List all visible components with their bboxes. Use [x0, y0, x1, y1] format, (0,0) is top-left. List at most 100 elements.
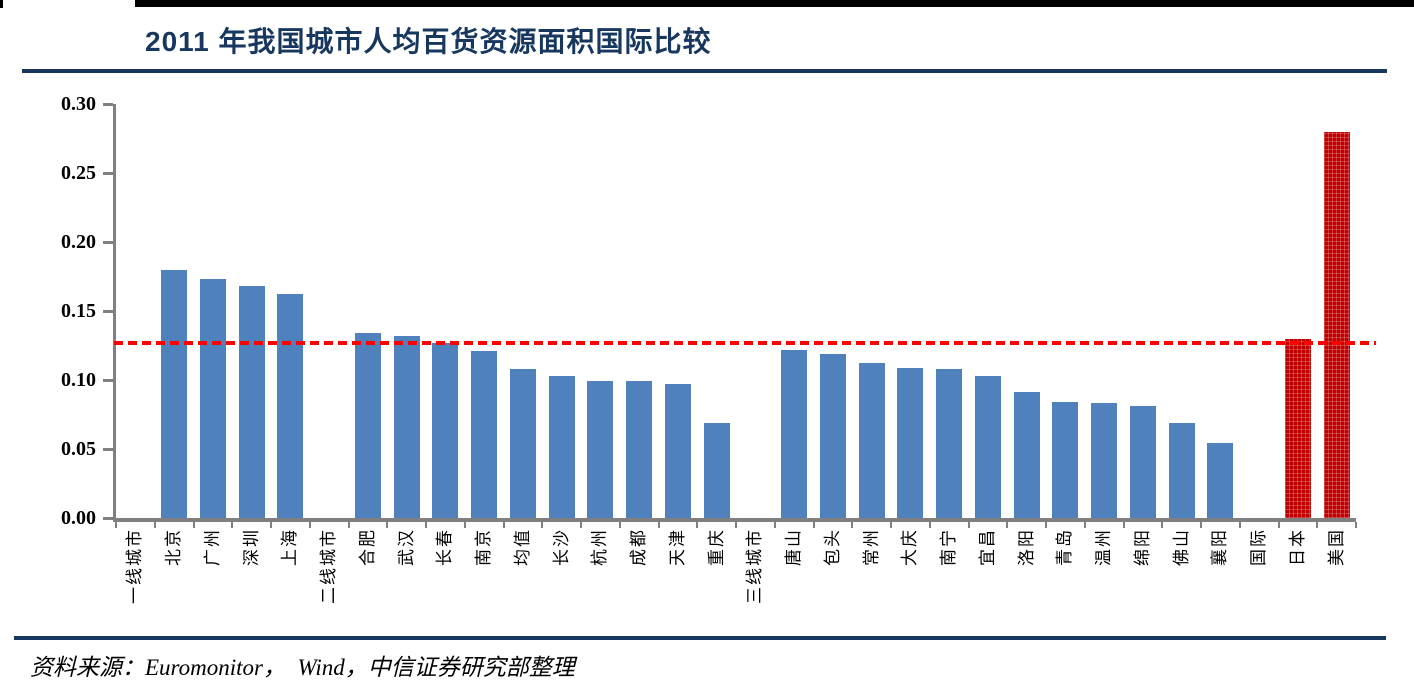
x-label-22-宜昌: 宜昌 [978, 528, 1017, 566]
x-tick-mark [928, 522, 931, 528]
y-tick-mark [103, 517, 113, 520]
x-tick-mark [192, 522, 195, 528]
x-tick-mark [425, 522, 427, 528]
x-tick-mark [657, 522, 660, 528]
x-label-11-长沙: 长沙 [552, 528, 591, 566]
bar-19-常州 [858, 363, 885, 518]
x-tick-mark [1045, 522, 1047, 528]
x-tick-mark [890, 522, 892, 528]
y-tick-label-0.00: 0.00 [61, 507, 96, 529]
bar-10-均值 [509, 368, 536, 518]
x-label-text: 绵阳 [1132, 528, 1152, 566]
bar-9-南京 [471, 351, 498, 518]
x-tick-mark [580, 522, 582, 528]
x-label-8-长春: 长春 [435, 528, 474, 566]
x-tick-mark [1006, 522, 1009, 528]
bar-7-武汉 [393, 335, 420, 518]
x-label-text: 宜昌 [977, 528, 997, 566]
screen-edge-artifact [0, 0, 3, 8]
x-tick-mark [1161, 522, 1164, 528]
x-label-17-唐山: 唐山 [784, 528, 823, 566]
x-label-text: 上海 [280, 528, 300, 566]
bar-1-北京 [161, 269, 188, 518]
x-label-text: 佛山 [1171, 528, 1191, 566]
x-label-4-上海: 上海 [280, 528, 319, 566]
x-label-text: 天津 [667, 528, 687, 566]
x-label-25-温州: 温州 [1094, 528, 1133, 566]
reference-dashed-line [114, 340, 1376, 345]
x-label-text: 三线城市 [745, 528, 765, 604]
x-label-text: 合肥 [357, 528, 377, 566]
x-label-29-国际: 国际 [1249, 528, 1288, 566]
title-divider-line [22, 69, 1387, 73]
x-label-19-常州: 常州 [862, 528, 901, 566]
bar-11-长沙 [548, 375, 575, 518]
bar-24-青岛 [1052, 402, 1079, 518]
x-tick-mark [1316, 522, 1319, 528]
x-label-text: 一线城市 [125, 528, 145, 604]
x-label-text: 重庆 [706, 528, 726, 566]
y-tick-label-0.15: 0.15 [61, 300, 96, 322]
x-label-text: 常州 [861, 528, 881, 566]
x-label-text: 长沙 [551, 528, 571, 566]
x-tick-mark [1277, 522, 1280, 528]
x-tick-mark [347, 522, 350, 528]
y-tick-label-0.10: 0.10 [61, 369, 96, 391]
bar-2-广州 [199, 279, 226, 518]
bar-8-长春 [432, 342, 459, 518]
bar-21-南宁 [936, 368, 963, 518]
x-label-26-绵阳: 绵阳 [1133, 528, 1172, 566]
x-tick-mark [386, 522, 389, 528]
x-label-21-南宁: 南宁 [939, 528, 978, 566]
x-tick-mark [967, 522, 970, 528]
x-label-31-美国: 美国 [1327, 528, 1366, 566]
chart-title: 2011 年我国城市人均百货资源面积国际比较 [145, 26, 712, 57]
top-border-bar [135, 0, 1414, 7]
bar-3-深圳 [238, 286, 265, 518]
x-label-text: 武汉 [396, 528, 416, 566]
x-label-text: 南宁 [939, 528, 959, 566]
bar-13-成都 [626, 381, 653, 518]
x-label-3-深圳: 深圳 [242, 528, 281, 566]
x-label-text: 成都 [629, 528, 649, 566]
x-label-text: 青岛 [1055, 528, 1075, 566]
x-label-text: 长春 [435, 528, 455, 566]
x-label-text: 大庆 [900, 528, 920, 566]
x-label-30-日本: 日本 [1288, 528, 1327, 566]
x-tick-mark [308, 522, 311, 528]
x-label-7-武汉: 武汉 [397, 528, 436, 566]
x-tick-mark [270, 522, 272, 528]
x-label-20-大庆: 大庆 [900, 528, 939, 566]
x-label-12-杭州: 杭州 [590, 528, 629, 566]
x-label-9-南京: 南京 [474, 528, 513, 566]
x-tick-mark [115, 522, 117, 528]
x-label-text: 广州 [202, 528, 222, 566]
x-label-10-均值: 均值 [513, 528, 552, 566]
y-tick-label-0.30: 0.30 [61, 93, 96, 115]
x-tick-mark [851, 522, 854, 528]
x-label-text: 襄阳 [1210, 528, 1230, 566]
x-label-23-洛阳: 洛阳 [1017, 528, 1056, 566]
bar-30-日本 [1284, 338, 1311, 518]
x-label-text: 包头 [822, 528, 842, 566]
x-tick-mark [773, 522, 776, 528]
bar-4-上海 [277, 294, 304, 518]
bar-31-美国 [1323, 131, 1350, 518]
y-tick-mark [103, 240, 113, 244]
bar-23-洛阳 [1013, 392, 1040, 518]
y-axis-labels: 0.00 0.05 0.10 0.15 0.20 0.25 0.30 [0, 0, 96, 699]
x-tick-mark [541, 522, 544, 528]
x-label-1-北京: 北京 [164, 528, 203, 566]
y-tick-mark [103, 448, 113, 451]
bar-14-天津 [664, 384, 691, 518]
x-tick-mark [1083, 522, 1086, 528]
x-label-14-天津: 天津 [668, 528, 707, 566]
bar-28-襄阳 [1207, 443, 1234, 518]
x-tick-mark [231, 522, 234, 528]
x-label-text: 温州 [1094, 528, 1114, 566]
bar-15-重庆 [703, 422, 730, 518]
x-label-15-重庆: 重庆 [707, 528, 746, 566]
x-label-text: 二线城市 [319, 528, 339, 604]
x-label-27-佛山: 佛山 [1172, 528, 1211, 566]
x-tick-mark [812, 522, 815, 528]
